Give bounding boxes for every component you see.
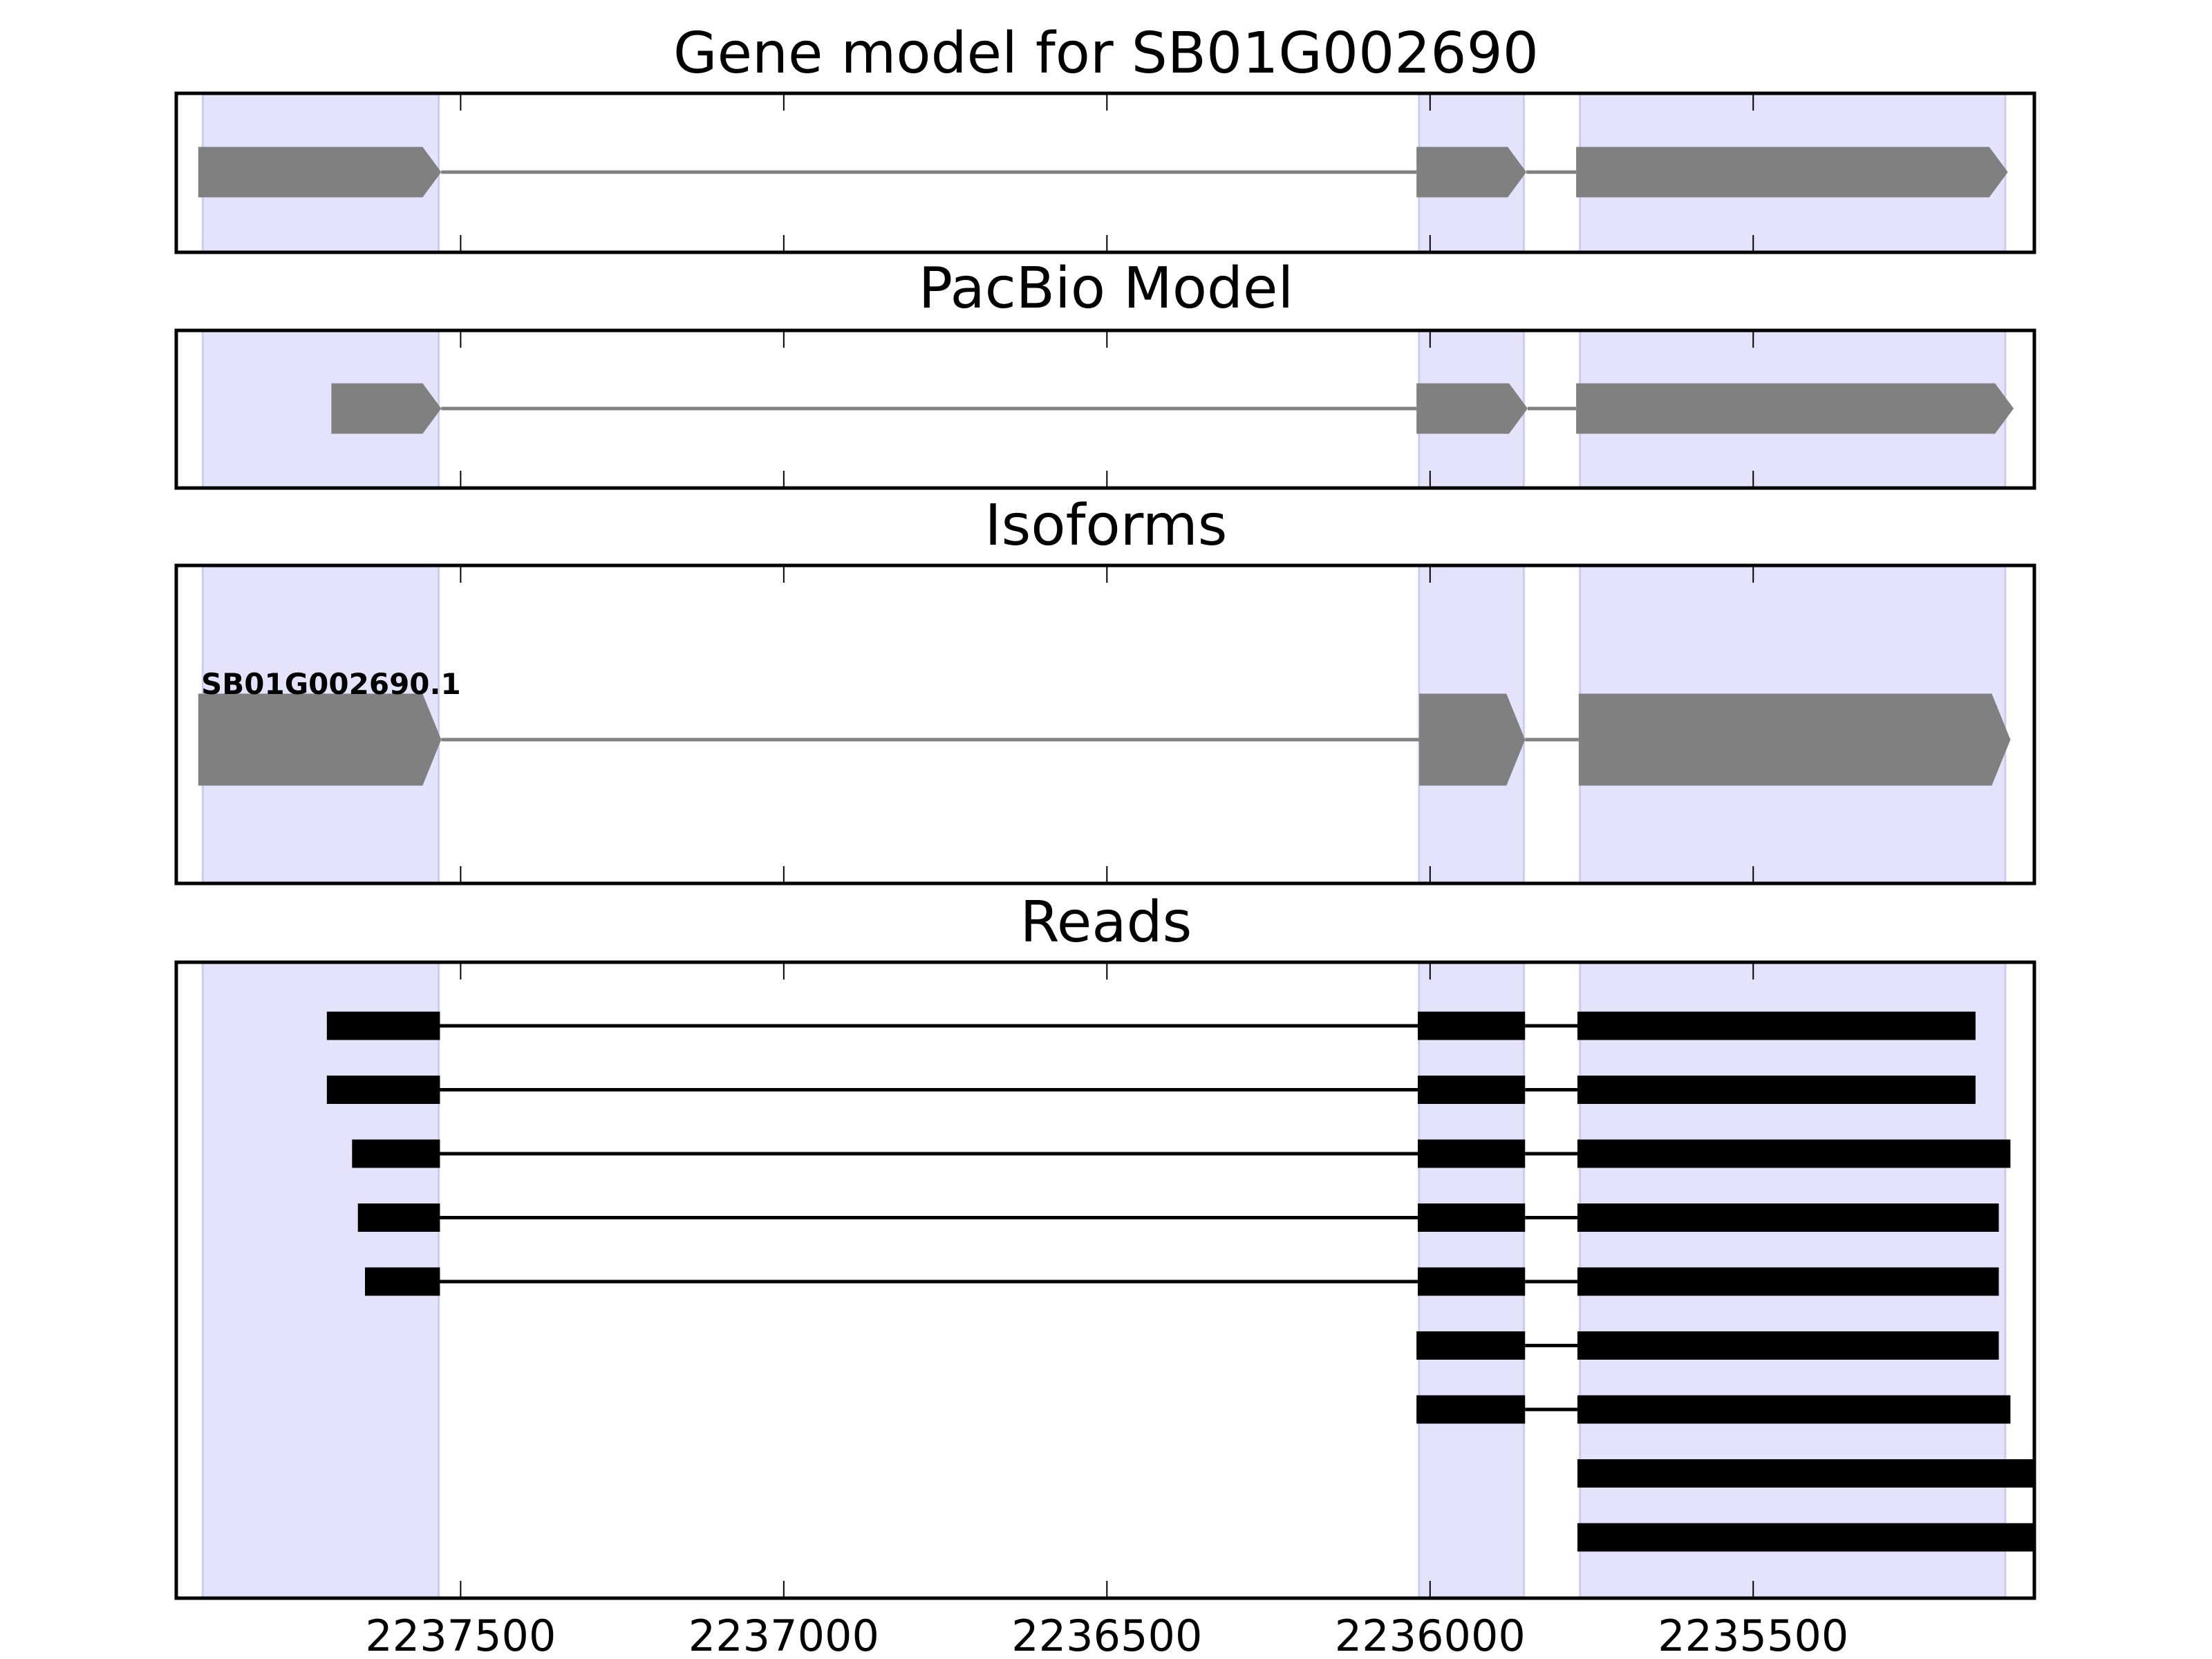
panel-title-isoforms: Isoforms (985, 493, 1228, 559)
read-block (1577, 1459, 2034, 1488)
exon-block (1576, 383, 2014, 434)
panel-title-gene-model: Gene model for SB01G002690 (673, 21, 1539, 86)
isoform-label: SB01G002690.1 (201, 667, 461, 701)
exon-block (1578, 693, 2011, 786)
read-block (1418, 1011, 1526, 1040)
read-block (1416, 1331, 1526, 1360)
read-block (1577, 1523, 2034, 1552)
x-tick-label: 2236000 (1335, 1611, 1526, 1659)
x-tick-label: 2237000 (688, 1611, 879, 1659)
read-block (357, 1203, 440, 1232)
read-block (1577, 1395, 2011, 1424)
panel-frame (174, 960, 2036, 1600)
read-block (1418, 1203, 1526, 1232)
read-block (1418, 1267, 1526, 1296)
panel-frame (174, 91, 2036, 254)
read-block (1577, 1331, 1999, 1360)
read-block (326, 1076, 440, 1104)
read-block (326, 1011, 440, 1040)
exon-block (1576, 147, 2008, 198)
exon-block (1416, 147, 1527, 198)
read-block (1577, 1076, 1976, 1104)
read-block (1577, 1203, 1999, 1232)
exon-block (331, 383, 442, 434)
exon-block (198, 147, 442, 198)
read-block (1418, 1076, 1526, 1104)
read-block (1418, 1139, 1526, 1168)
panel-title-reads: Reads (1020, 890, 1192, 955)
read-block (1416, 1395, 1526, 1424)
panel-frame (174, 563, 2036, 885)
panel-title-pacbio-model: PacBio Model (919, 256, 1294, 321)
x-tick-label: 2237500 (365, 1611, 556, 1659)
read-block (365, 1267, 440, 1296)
x-tick-label: 2236500 (1011, 1611, 1202, 1659)
read-block (1577, 1011, 1976, 1040)
exon-block (1416, 383, 1528, 434)
read-block (1577, 1267, 1999, 1296)
read-block (352, 1139, 440, 1168)
panel-frame (174, 328, 2036, 490)
x-tick-label: 2235500 (1658, 1611, 1848, 1659)
exon-block (198, 693, 442, 786)
exon-block (1418, 693, 1526, 786)
read-block (1577, 1139, 2011, 1168)
